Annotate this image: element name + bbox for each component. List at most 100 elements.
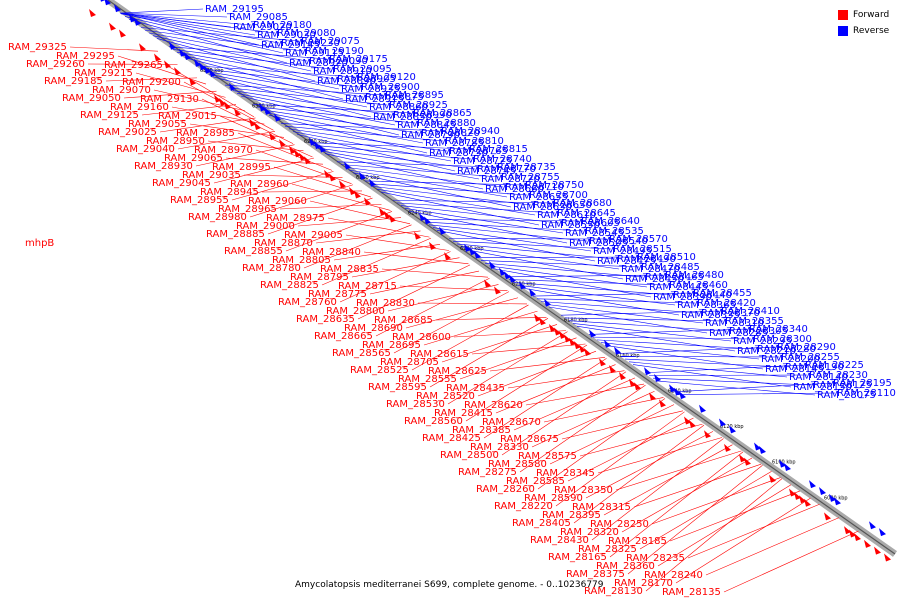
reverse-label-leader: [408, 210, 568, 244]
forward-label-leader: [333, 244, 441, 261]
forward-label-leader: [225, 157, 324, 165]
forward-gene-label: RAM_29185: [44, 76, 103, 87]
reverse-label-leader: [336, 161, 496, 168]
reverse-gene-label: RAM_28445: [649, 282, 708, 293]
forward-gene-label: RAM_28530: [386, 399, 445, 410]
forward-label-leader: [69, 46, 159, 52]
reverse-gene-label: RAM_28125: [813, 380, 872, 391]
reverse-label-leader: [572, 323, 732, 342]
reverse-label-leader: [504, 274, 664, 278]
reverse-gene-label: RAM_28730: [429, 148, 488, 159]
forward-gene: [794, 491, 801, 500]
reverse-gene-label: RAM_28740: [473, 154, 532, 165]
forward-label-leader: [525, 383, 645, 406]
forward-label-leader: [309, 200, 411, 225]
reverse-gene-label: RAM_28725: [453, 156, 512, 167]
forward-gene-label: RAM_28235: [626, 553, 685, 564]
reverse-label-leader: [340, 164, 500, 178]
forward-label-leader: [447, 331, 568, 405]
forward-label-leader: [459, 337, 577, 380]
forward-label-leader: [465, 344, 588, 422]
forward-gene-label: RAM_28950: [146, 136, 205, 147]
reverse-label-leader: [288, 128, 448, 152]
reverse-gene-label: RAM_28410: [721, 306, 780, 317]
forward-label-leader: [687, 504, 820, 559]
forward-gene-label: RAM_29060: [248, 196, 307, 207]
forward-gene-label: RAM_28500: [440, 450, 499, 461]
forward-label-leader: [561, 410, 684, 440]
forward-gene: [339, 180, 346, 189]
axis-tick-label: 6100 kbp: [772, 460, 796, 466]
reverse-label-leader: [616, 346, 776, 354]
forward-gene-label: RAM_28975: [266, 213, 325, 224]
reverse-label-leader: [268, 114, 428, 154]
forward-gene: [574, 341, 581, 350]
reverse-label-leader: [428, 224, 588, 242]
reverse-gene: [504, 271, 511, 280]
forward-gene: [854, 532, 861, 541]
reverse-label-leader: [308, 142, 468, 150]
reverse-gene-label: RAM_28765: [449, 146, 508, 157]
reverse-label-leader: [256, 106, 416, 124]
reverse-gene-label: RAM_28735: [497, 162, 556, 173]
reverse-label-leader: [208, 73, 368, 108]
reverse-gene-label: RAM_29120: [357, 72, 416, 83]
reverse-gene-label: RAM_28440: [673, 290, 732, 301]
gene-label-mhpb: mhpB: [25, 238, 54, 249]
reverse-gene-label: RAM_28475: [597, 256, 656, 267]
reverse-label-leader: [119, 12, 228, 18]
forward-label-leader: [399, 285, 508, 291]
forward-gene-label: RAM_28590: [524, 493, 583, 504]
forward-gene-label: RAM_28625: [428, 366, 487, 377]
forward-gene-label: RAM_28955: [170, 195, 229, 206]
forward-label-leader: [297, 217, 402, 227]
forward-label-leader: [615, 450, 742, 491]
forward-gene-label: RAM_29130: [140, 94, 199, 105]
reverse-label-leader: [392, 199, 552, 204]
forward-gene-label: RAM_29015: [158, 111, 217, 122]
forward-gene-label: RAM_28580: [488, 459, 547, 470]
reverse-gene-label: RAM_29030: [257, 30, 316, 41]
reverse-gene-label: RAM_28935: [341, 84, 400, 95]
reverse-gene: [719, 418, 726, 427]
forward-label-leader: [177, 131, 276, 150]
forward-gene-label: RAM_29070: [92, 85, 151, 96]
forward-gene-label: RAM_28165: [548, 552, 607, 563]
forward-label-leader: [555, 411, 685, 507]
forward-label-leader: [405, 297, 519, 329]
reverse-label-leader: [236, 92, 396, 126]
reverse-label-leader: [460, 246, 620, 270]
reverse-gene-label: RAM_28680: [553, 198, 612, 209]
reverse-gene-label: RAM_28925: [389, 100, 448, 111]
reverse-gene: [834, 497, 841, 506]
forward-gene: [484, 279, 491, 288]
reverse-gene-label: RAM_28505: [569, 238, 628, 249]
forward-label-leader: [243, 174, 343, 178]
forward-gene: [174, 67, 181, 76]
forward-label-leader: [507, 370, 625, 389]
reverse-gene: [469, 247, 476, 256]
genome-axis-line: [107, 0, 896, 555]
reverse-gene-label: RAM_28480: [665, 270, 724, 281]
forward-gene-label: RAM_28795: [290, 272, 349, 283]
reverse-gene-label: RAM_28495: [593, 246, 652, 257]
forward-gene-label: RAM_28345: [536, 468, 595, 479]
forward-gene-label: RAM_28135: [662, 587, 721, 598]
reverse-gene-label: RAM_28150: [793, 382, 852, 393]
forward-gene: [89, 8, 96, 17]
reverse-label-leader: [396, 202, 556, 214]
forward-label-leader: [117, 55, 207, 85]
reverse-gene-label: RAM_28460: [669, 280, 728, 291]
reverse-gene-label: RAM_28750: [525, 180, 584, 191]
reverse-gene: [679, 391, 686, 400]
forward-gene: [384, 211, 391, 220]
reverse-gene-label: RAM_28865: [413, 108, 472, 119]
reverse-label-leader: [480, 260, 640, 268]
forward-label-leader: [255, 149, 352, 184]
forward-label-leader: [537, 398, 666, 490]
reverse-gene-label: RAM_28720: [481, 174, 540, 185]
forward-label-leader: [213, 157, 315, 184]
reverse-gene-label: RAM_28860: [369, 102, 428, 113]
reverse-gene-label: RAM_28845: [397, 120, 456, 131]
